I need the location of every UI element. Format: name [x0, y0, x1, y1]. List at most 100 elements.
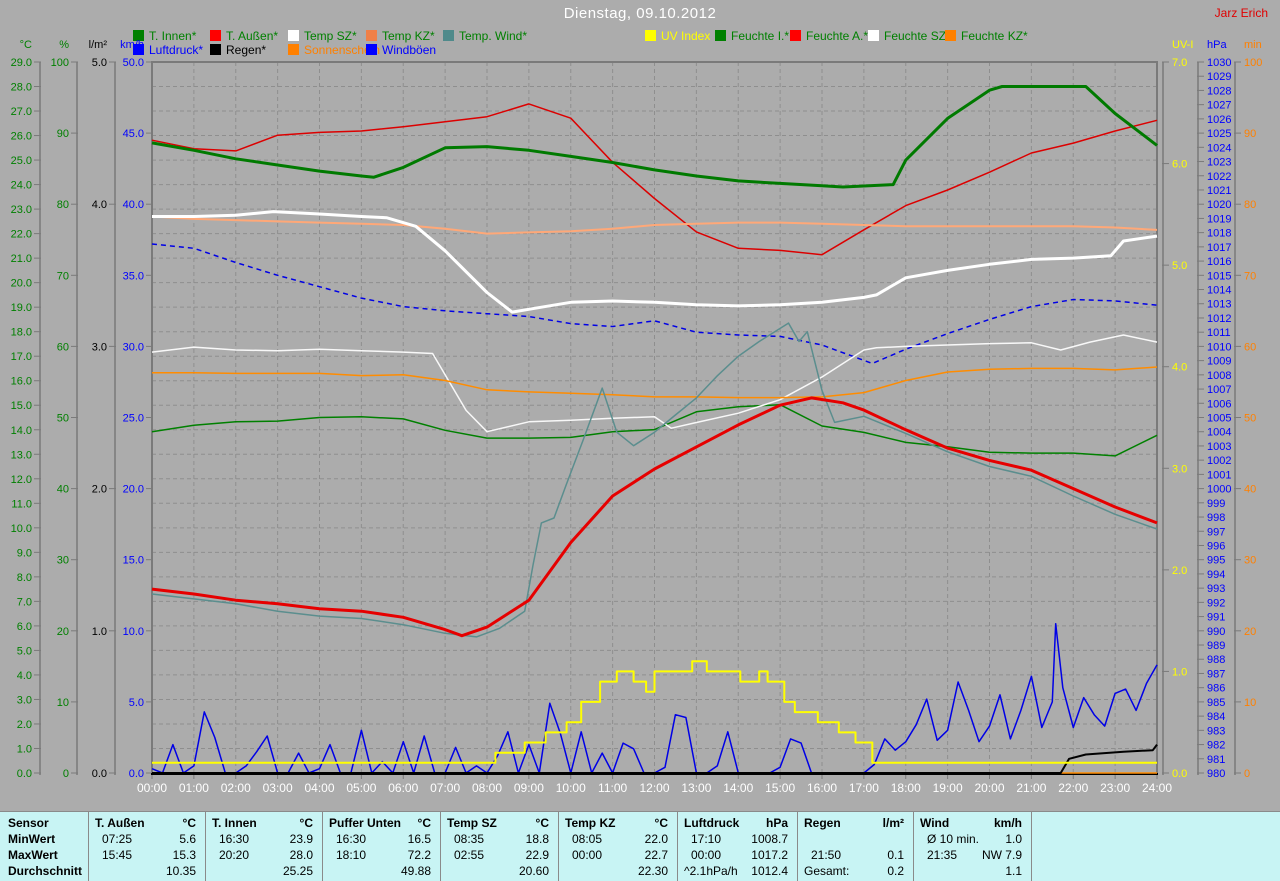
axis-tick-label: 984 [1207, 711, 1225, 723]
axis-tick-label: 10 [1244, 697, 1256, 709]
axis-tick-label: 1007 [1207, 384, 1231, 396]
axis-tick-label: 5.0 [17, 645, 32, 657]
table-avg-time: Gesamt: [804, 864, 849, 879]
axis-tick-label: 995 [1207, 555, 1225, 567]
x-tick-label: 19:00 [933, 781, 963, 795]
axis-tick-label: 999 [1207, 498, 1225, 510]
table-min-time: 17:10 [691, 832, 721, 847]
axis-tick-label: 15.0 [123, 555, 144, 567]
axis-tick-label: 1026 [1207, 114, 1231, 126]
x-tick-label: 05:00 [346, 781, 376, 795]
axis-tick-label: 15.0 [11, 400, 32, 412]
axis-tick-label: 1014 [1207, 285, 1231, 297]
axis-tick-label: 90 [57, 128, 69, 140]
table-column-divider [677, 812, 678, 881]
table-min-value: 16.5 [408, 832, 431, 847]
table-min-value: 1.0 [1005, 832, 1022, 847]
axis-rain: l/m²5.04.03.02.01.00.0 [89, 39, 116, 780]
table-column-divider [322, 812, 323, 881]
axis-tick-label: 1029 [1207, 71, 1231, 83]
axis-tick-label: 10.0 [123, 626, 144, 638]
axis-tick-label: 60 [1244, 341, 1256, 353]
table-max-value: 22.7 [645, 848, 668, 863]
x-tick-label: 03:00 [263, 781, 293, 795]
axis-tick-label: 0.0 [1172, 768, 1187, 780]
axis-tick-label: 1005 [1207, 413, 1231, 425]
x-tick-label: 22:00 [1058, 781, 1088, 795]
axis-tick-label: 40 [57, 484, 69, 496]
table-col-unit: °C [655, 816, 668, 831]
axis-tick-label: 993 [1207, 583, 1225, 595]
x-tick-label: 06:00 [388, 781, 418, 795]
axis-tick-label: 1021 [1207, 185, 1231, 197]
axis-tick-label: 996 [1207, 540, 1225, 552]
x-tick-label: 10:00 [556, 781, 586, 795]
axis-tick-label: 1009 [1207, 356, 1231, 368]
table-col-name: T. Außen [95, 816, 145, 831]
table-min-value: 23.9 [290, 832, 313, 847]
axis-tick-label: 1019 [1207, 213, 1231, 225]
x-tick-label: 11:00 [598, 781, 627, 795]
table-min-value: 5.6 [179, 832, 196, 847]
axis-temp: °C29.028.027.026.025.024.023.022.021.020… [11, 39, 41, 780]
table-row-label: MinWert [8, 832, 55, 847]
axis-tick-label: 1016 [1207, 256, 1231, 268]
weather-chart-canvas: °C29.028.027.026.025.024.023.022.021.020… [0, 0, 1280, 808]
table-min-time: 08:05 [572, 832, 602, 847]
table-column-divider [205, 812, 206, 881]
axis-tick-label: 1022 [1207, 171, 1231, 183]
axis-tick-label: 20 [57, 626, 69, 638]
table-column-divider [558, 812, 559, 881]
x-tick-label: 14:00 [723, 781, 753, 795]
axis-title: l/m² [89, 39, 108, 51]
axis-tick-label: 1023 [1207, 157, 1231, 169]
table-col-unit: °C [183, 816, 196, 831]
axis-tick-label: 987 [1207, 668, 1225, 680]
axis-tick-label: 7.0 [17, 596, 32, 608]
axis-tick-label: 980 [1207, 768, 1225, 780]
axis-tick-label: 0.0 [129, 768, 144, 780]
axis-tick-label: 1013 [1207, 299, 1231, 311]
table-column-divider [1031, 812, 1032, 881]
axis-tick-label: 3.0 [17, 694, 32, 706]
axis-tick-label: 1030 [1207, 57, 1231, 69]
table-max-time: 20:20 [219, 848, 249, 863]
table-avg-value: 1.1 [1005, 864, 1022, 879]
table-col-name: Luftdruck [684, 816, 739, 831]
axis-tick-label: 991 [1207, 612, 1225, 624]
axis-tick-label: 60 [57, 341, 69, 353]
axis-tick-label: 40 [1244, 484, 1256, 496]
axis-tick-label: 20.0 [123, 484, 144, 496]
axis-tick-label: 90 [1244, 128, 1256, 140]
series-t_innen-line [152, 87, 1157, 188]
weather-app-window: Dienstag, 09.10.2012 Jarz Erich T. Innen… [0, 0, 1280, 881]
axis-tick-label: 16.0 [11, 376, 32, 388]
table-min-value: 22.0 [645, 832, 668, 847]
x-tick-label: 08:00 [472, 781, 502, 795]
axis-tick-label: 1012 [1207, 313, 1231, 325]
axis-tick-label: 50 [1244, 413, 1256, 425]
axis-tick-label: 13.0 [11, 449, 32, 461]
axis-tick-label: 1018 [1207, 228, 1231, 240]
table-max-time: 21:50 [811, 848, 841, 863]
axis-sun: min1009080706050403020100 [1234, 39, 1262, 780]
axis-tick-label: 29.0 [11, 57, 32, 69]
axis-tick-label: 1024 [1207, 142, 1231, 154]
axis-tick-label: 30 [57, 555, 69, 567]
table-col-name: Temp KZ [565, 816, 615, 831]
table-col-name: Puffer Unten [329, 816, 401, 831]
axis-tick-label: 989 [1207, 640, 1225, 652]
axis-tick-label: 30.0 [123, 341, 144, 353]
axis-title: min [1244, 39, 1262, 51]
x-tick-label: 17:00 [849, 781, 879, 795]
axis-tick-label: 997 [1207, 526, 1225, 538]
series-uv_index-line [152, 661, 1157, 763]
table-max-time: 02:55 [454, 848, 484, 863]
axis-tick-label: 50.0 [123, 57, 144, 69]
axis-tick-label: 990 [1207, 626, 1225, 638]
table-max-value: 0.1 [887, 848, 904, 863]
axis-tick-label: 20.0 [11, 278, 32, 290]
table-max-value: 15.3 [173, 848, 196, 863]
axis-tick-label: 2.0 [1172, 565, 1187, 577]
axis-tick-label: 21.0 [11, 253, 32, 265]
